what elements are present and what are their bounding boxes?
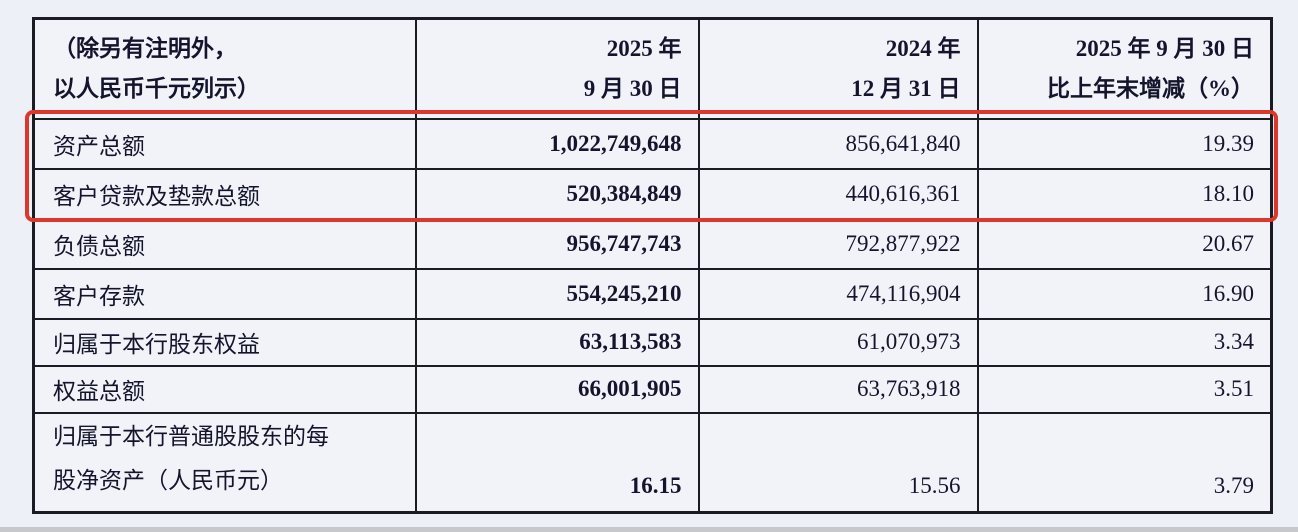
- header-col-2024-line2: 12 月 31 日: [851, 75, 961, 101]
- row-label-line1: 归属于本行普通股股东的每: [53, 423, 329, 449]
- value-change: 3.79: [976, 411, 1273, 513]
- value-change: 20.67: [976, 217, 1273, 270]
- value-2024: 792,877,922: [697, 217, 979, 270]
- row-label: 归属于本行股东权益: [32, 317, 417, 367]
- value-2024: 63,763,918: [697, 364, 979, 414]
- header-col-2025-line2: 9 月 30 日: [583, 75, 682, 101]
- header-unit-note-line1: （除另有注明外，: [53, 35, 237, 61]
- value-2024: 856,641,840: [697, 117, 979, 170]
- value-change: 3.51: [976, 364, 1273, 414]
- header-col-2025-line1: 2025 年: [606, 35, 682, 61]
- table-row-total-assets: 资产总额 1,022,749,648 856,641,840 19.39: [32, 117, 1273, 170]
- header-col-change-line1: 2025 年 9 月 30 日: [1075, 35, 1254, 61]
- value-2024: 15.56: [697, 411, 979, 513]
- value-change: 18.10: [976, 167, 1273, 220]
- header-col-change: 2025 年 9 月 30 日 比上年末增减（%）: [976, 17, 1273, 120]
- financial-summary-table: （除另有注明外， 以人民币千元列示） 2025 年 9 月 30 日 2024 …: [32, 17, 1273, 514]
- row-label: 权益总额: [32, 364, 417, 414]
- value-2024: 440,616,361: [697, 167, 979, 220]
- table-row-total-liabilities: 负债总额 956,747,743 792,877,922 20.67: [32, 217, 1273, 270]
- value-2025: 66,001,905: [414, 364, 700, 414]
- header-unit-note: （除另有注明外， 以人民币千元列示）: [32, 17, 417, 120]
- row-label: 负债总额: [32, 217, 417, 270]
- table-row-total-equity: 权益总额 66,001,905 63,763,918 3.51: [32, 364, 1273, 414]
- value-2025: 63,113,583: [414, 317, 700, 367]
- header-unit-note-line2: 以人民币千元列示）: [53, 75, 260, 101]
- value-change: 16.90: [976, 267, 1273, 320]
- header-col-change-line2: 比上年末增减（%）: [1047, 75, 1254, 101]
- header-col-2024: 2024 年 12 月 31 日: [697, 17, 979, 120]
- bottom-bar: [0, 527, 1298, 532]
- value-change: 19.39: [976, 117, 1273, 170]
- value-2025: 520,384,849: [414, 167, 700, 220]
- value-change: 3.34: [976, 317, 1273, 367]
- value-2025: 956,747,743: [414, 217, 700, 270]
- table-row-customer-deposits: 客户存款 554,245,210 474,116,904 16.90: [32, 267, 1273, 320]
- row-label: 归属于本行普通股股东的每 股净资产（人民币元）: [32, 411, 417, 513]
- table-row-equity-attributable: 归属于本行股东权益 63,113,583 61,070,973 3.34: [32, 317, 1273, 367]
- value-2024: 474,116,904: [697, 267, 979, 320]
- table-row-customer-loans: 客户贷款及垫款总额 520,384,849 440,616,361 18.10: [32, 167, 1273, 220]
- table-row-nav-per-share: 归属于本行普通股股东的每 股净资产（人民币元） 16.15 15.56 3.79: [32, 411, 1273, 513]
- row-label: 客户贷款及垫款总额: [32, 167, 417, 220]
- row-label: 客户存款: [32, 267, 417, 320]
- row-label-line2: 股净资产（人民币元）: [53, 467, 283, 493]
- row-label: 资产总额: [32, 117, 417, 170]
- header-col-2024-line1: 2024 年: [885, 35, 961, 61]
- value-2024: 61,070,973: [697, 317, 979, 367]
- table-header-row: （除另有注明外， 以人民币千元列示） 2025 年 9 月 30 日 2024 …: [32, 17, 1273, 120]
- value-2025: 554,245,210: [414, 267, 700, 320]
- value-2025: 16.15: [414, 411, 700, 513]
- header-col-2025: 2025 年 9 月 30 日: [414, 17, 700, 120]
- value-2025: 1,022,749,648: [414, 117, 700, 170]
